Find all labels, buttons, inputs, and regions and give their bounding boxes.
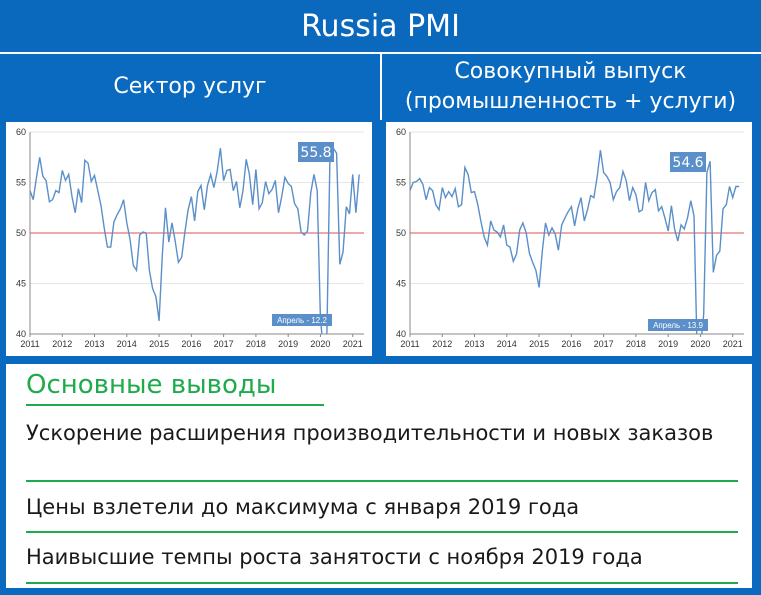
x-tick-label: 2011 [400,339,419,349]
y-tick-label: 50 [396,228,406,238]
x-tick-label: 2020 [690,339,710,349]
x-tick-label: 2014 [497,339,517,349]
conclusion-item: Наивысшие темпы роста занятости с ноября… [26,545,643,569]
y-tick-label: 60 [16,127,26,137]
x-tick-label: 2013 [85,339,105,349]
low-annotation-box [648,319,708,331]
x-tick-label: 2018 [246,339,266,349]
low-annotation-label: Апрель - 12.2 [277,316,327,325]
y-tick-label: 40 [396,329,406,339]
low-annotation-box [272,314,332,326]
x-tick-label: 2015 [529,339,549,349]
x-tick-label: 2015 [149,339,169,349]
series-line [30,147,360,334]
latest-value-badge [298,142,334,162]
x-tick-label: 2011 [20,339,39,349]
latest-value-badge [670,152,706,172]
y-tick-label: 50 [16,228,26,238]
x-tick-label: 2021 [723,339,743,349]
x-tick-label: 2017 [214,339,234,349]
series-line [410,150,740,334]
chart-services-svg: 40 45 50 55 60 2011 2012 2013 2014 2015 2016 2017 20… [16,127,364,349]
x-tick-label: 2019 [658,339,678,349]
y-tick-label: 40 [16,329,26,339]
x-tick-label: 2016 [181,339,201,349]
panel-subtitle-composite: Совокупный выпуск (промышленность + услу… [404,59,737,114]
conclusion-divider [26,582,738,584]
y-tick-label: 55 [396,178,406,188]
chart-services: 40 45 50 55 60 2011 2012 2013 2014 2015 2016 2017 20… [6,122,372,356]
y-tick-label: 45 [16,279,26,289]
latest-value-label: 55.8 [300,145,331,161]
low-annotation-label: Апрель - 13.9 [653,321,703,330]
conclusions-title-underline [26,404,324,406]
title-bar: Russia PMI [0,0,761,54]
latest-value-label: 54.6 [672,155,703,171]
y-tick-label: 60 [396,127,406,137]
x-tick-label: 2012 [432,339,452,349]
conclusion-divider [26,531,738,533]
x-tick-label: 2019 [278,339,298,349]
conclusions-title: Основные выводы [26,370,277,400]
chart-composite: 40 45 50 55 60 2011 2012 2013 2014 2015 2016 2017 20… [386,122,752,356]
y-tick-label: 45 [396,279,406,289]
slide-title: Russia PMI [301,8,460,44]
x-tick-label: 2016 [561,339,581,349]
x-tick-label: 2021 [343,339,363,349]
x-tick-label: 2020 [310,339,330,349]
y-tick-label: 55 [16,178,26,188]
conclusion-item: Ускорение расширения производительности … [26,421,714,445]
panel-subtitle-services: Сектор услуг [113,74,267,99]
conclusion-item: Цены взлетели до максимума с января 2019… [26,495,580,519]
x-tick-label: 2013 [465,339,485,349]
x-tick-label: 2012 [52,339,72,349]
chart-composite-svg: 40 45 50 55 60 2011 2012 2013 2014 2015 2016 2017 20… [396,127,744,349]
x-tick-label: 2018 [626,339,646,349]
x-tick-label: 2017 [594,339,614,349]
header-divider [380,54,382,120]
conclusions-panel: Основные выводы Ускорение расширения про… [6,364,752,588]
x-tick-label: 2014 [117,339,137,349]
conclusion-divider [26,480,738,482]
